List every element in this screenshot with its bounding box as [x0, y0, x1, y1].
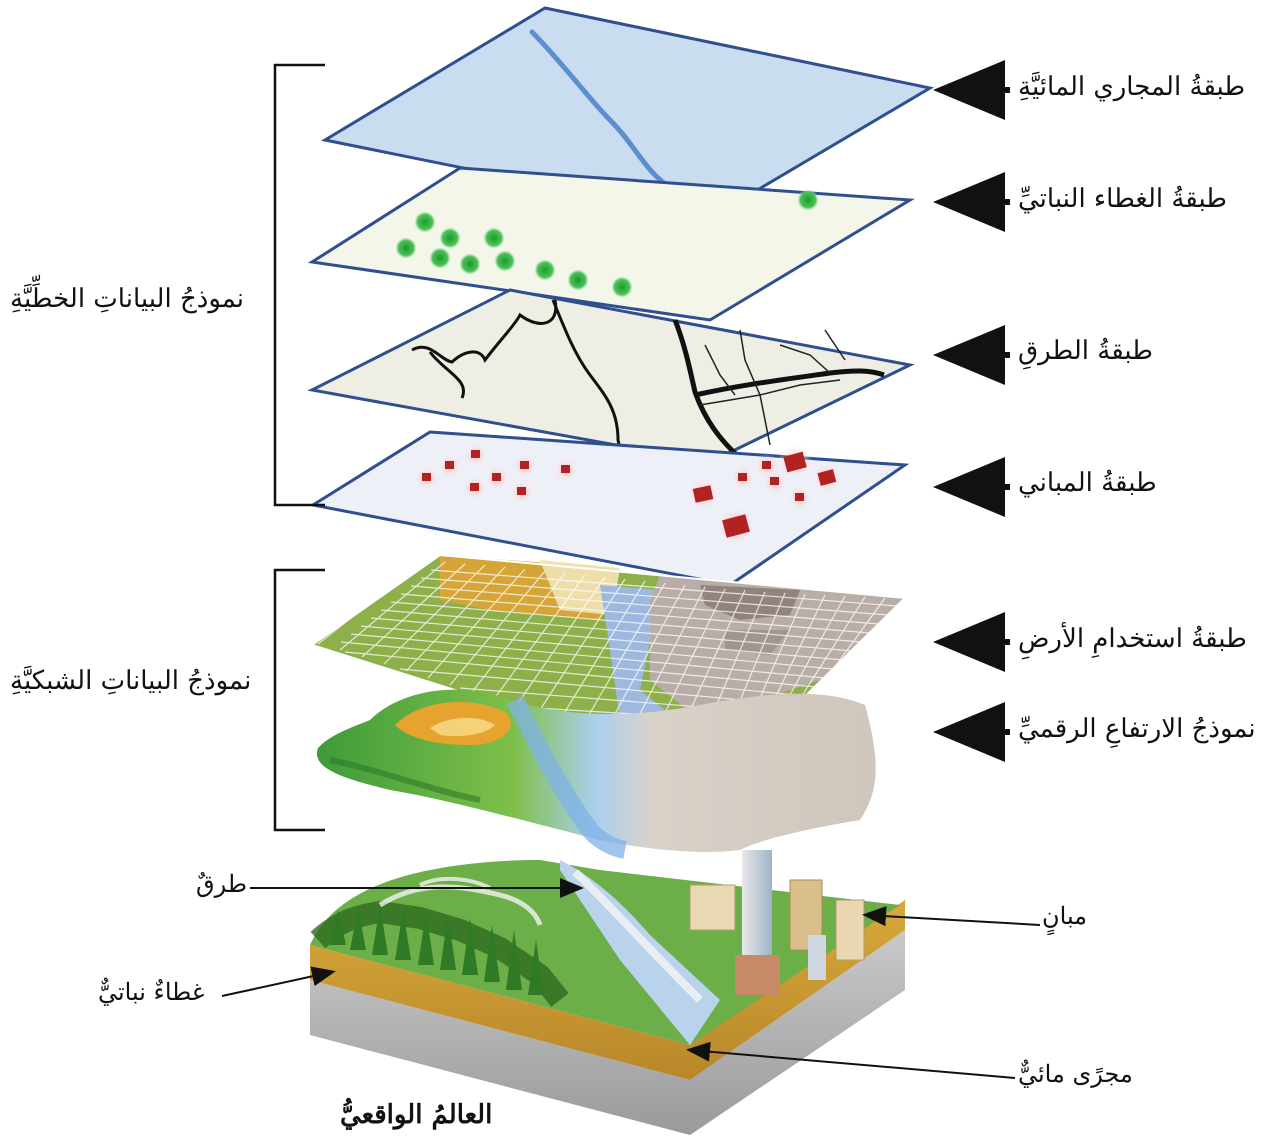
buildings-markers [415, 443, 842, 546]
vector-bracket [273, 63, 325, 507]
water-layer-label: طبقةُ المجاري المائيَّةِ [1018, 72, 1246, 102]
real-world-block [310, 850, 905, 1135]
vegetation-layer-label: طبقةُ الغطاء النباتيِّ [1018, 184, 1227, 214]
forest-trees [330, 905, 544, 995]
city-buildings [689, 850, 865, 995]
layer-arrows [933, 60, 1010, 762]
vector-model-label: نموذجُ البياناتِ الخطِّيَّةِ [10, 284, 245, 314]
roads-layer-label: طبقةُ الطرقِ [1018, 336, 1153, 366]
landuse-layer-label: طبقةُ استخدامِ الأرضِ [1018, 624, 1247, 654]
vegetation-dots [395, 189, 819, 298]
roads-layer [307, 288, 915, 464]
road-label: طرقٌ [196, 870, 247, 898]
buildings-world-label: مبانٍ [1042, 902, 1088, 930]
dem-layer [316, 689, 876, 859]
buildings-layer-label: طبقةُ المباني [1018, 468, 1157, 498]
real-world-title: العالمُ الواقعيُّ [340, 1100, 493, 1130]
stream-label: مجرًى مائيٌّ [1018, 1060, 1133, 1088]
vegetation-world-label: غطاءٌ نباتيٌّ [98, 978, 205, 1006]
raster-bracket [273, 568, 325, 832]
raster-model-label: نموذجُ البياناتِ الشبكيَّةِ [10, 666, 252, 696]
dem-layer-label: نموذجُ الارتفاعِ الرقميِّ [1018, 714, 1256, 744]
buildings-layer [308, 430, 910, 587]
world-pointers [221, 878, 1041, 1079]
vegetation-layer [307, 166, 915, 322]
